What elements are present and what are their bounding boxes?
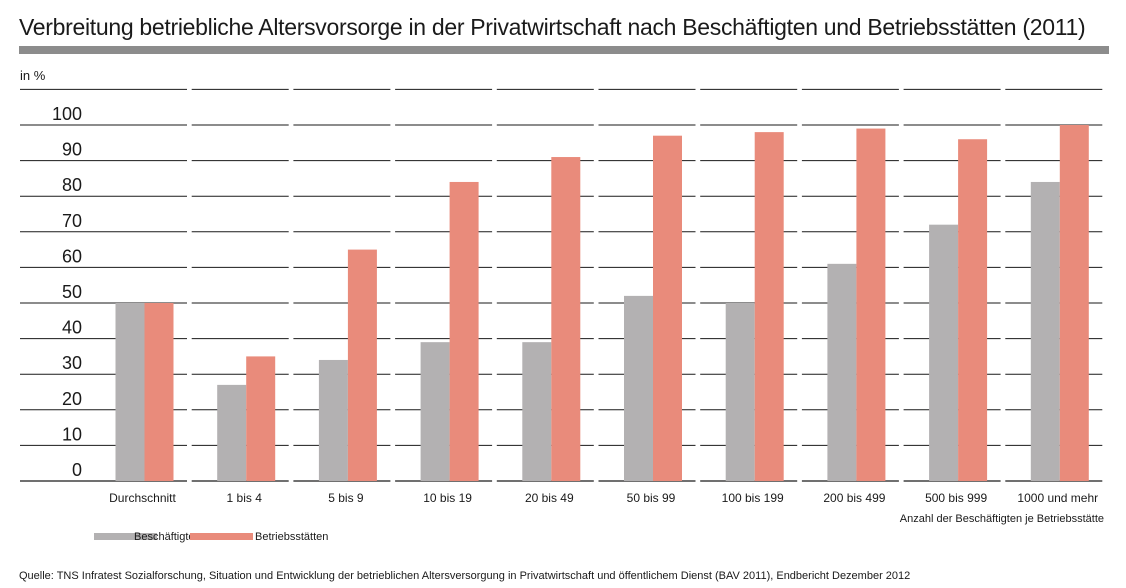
category-label: 50 bis 99 (627, 491, 676, 505)
y-tick-label: 10 (62, 424, 82, 444)
category-labels: Durchschnitt 1 bis 4 5 bis 9 10 bis 19 20 bi… (109, 491, 1098, 505)
bar-beschaeftigte (522, 342, 552, 481)
bar-betriebsstaetten (347, 249, 377, 481)
category-label: 200 bis 499 (823, 491, 885, 505)
bar-betriebsstaetten (449, 181, 479, 481)
bar-beschaeftigte (1030, 181, 1060, 481)
bar-betriebsstaetten (1059, 125, 1089, 481)
bar-beschaeftigte (318, 359, 348, 481)
category-label: 10 bis 19 (423, 491, 472, 505)
y-tick-label: 30 (62, 353, 82, 373)
y-tick-label: 60 (62, 246, 82, 266)
bar-beschaeftigte (929, 224, 959, 481)
bar-beschaeftigte (725, 303, 755, 481)
bar-betriebsstaetten (144, 303, 174, 481)
bar-beschaeftigte (217, 384, 247, 481)
bar-betriebsstaetten (246, 356, 276, 481)
y-tick-label: 100 (52, 104, 82, 124)
y-tick-labels: 0 10 20 30 40 50 60 70 80 90 100 (52, 104, 82, 480)
legend-label: Betriebsstätten (255, 531, 328, 543)
bar-beschaeftigte (624, 295, 653, 481)
legend-swatch (94, 533, 157, 540)
legend-swatch (190, 533, 253, 540)
category-label: 1 bis 4 (227, 491, 263, 505)
bar-betriebsstaetten (551, 157, 581, 482)
bar-betriebsstaetten (754, 132, 784, 481)
category-label: Durchschnitt (109, 491, 176, 505)
y-axis-label: in % (20, 68, 46, 83)
y-tick-label: 0 (72, 460, 82, 480)
category-label: 5 bis 9 (328, 491, 364, 505)
bar-beschaeftigte (420, 342, 450, 481)
y-tick-label: 80 (62, 175, 82, 195)
x-axis-label: Anzahl der Beschäftigten je Betriebsstät… (900, 513, 1104, 525)
bar-beschaeftigte (827, 263, 857, 481)
category-label: 1000 und mehr (1017, 491, 1098, 505)
legend-label: Beschäftigte (134, 531, 195, 543)
category-label: 100 bis 199 (722, 491, 784, 505)
y-tick-label: 40 (62, 318, 82, 338)
legend: Beschäftigte Betriebsstätten (94, 531, 328, 543)
bar-betriebsstaetten (653, 135, 682, 481)
y-tick-label: 20 (62, 389, 82, 409)
y-tick-label: 50 (62, 282, 82, 302)
title-underline-bar (19, 46, 1109, 54)
bar-chart: in % 0 10 20 30 40 50 60 70 80 90 100 Durchschnitt… (20, 68, 1104, 543)
y-tick-label: 70 (62, 211, 82, 231)
bar-betriebsstaetten (958, 139, 988, 482)
y-tick-label: 90 (62, 140, 82, 160)
category-label: 500 bis 999 (925, 491, 987, 505)
source-note: Quelle: TNS Infratest Sozialforschung, S… (19, 570, 911, 582)
bars (115, 125, 1089, 482)
bar-betriebsstaetten (856, 128, 886, 481)
chart-title: Verbreitung betriebliche Altersvorsorge … (19, 14, 1086, 40)
category-label: 20 bis 49 (525, 491, 574, 505)
bar-beschaeftigte (115, 303, 145, 481)
